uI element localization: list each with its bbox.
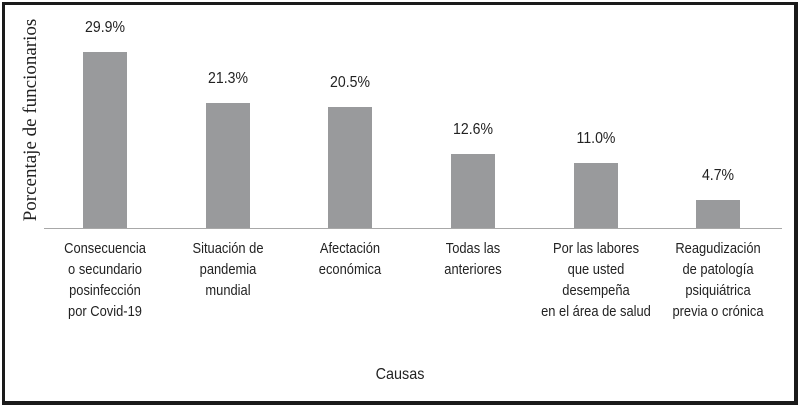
- category-label: Por las labores que usted desempeña en e…: [541, 240, 651, 320]
- category-label: Situación de pandemia mundial: [192, 240, 264, 299]
- category-label: Reagudización de patología psiquiátrica …: [672, 240, 764, 320]
- y-axis-label: Porcentaje de funcionarios: [16, 0, 46, 240]
- bar-value-label: 20.5%: [330, 74, 370, 91]
- bar-value-label: 4.7%: [701, 167, 735, 184]
- bar-value-label: 12.6%: [453, 121, 493, 138]
- y-axis-label-text: Porcentaje de funcionarios: [20, 18, 41, 222]
- bar: [451, 154, 495, 228]
- bar: [696, 200, 740, 228]
- bar-value-label: 29.9%: [85, 19, 125, 36]
- category-label: Afectación económica: [318, 240, 382, 278]
- category-label: Todas las anteriores: [444, 240, 502, 278]
- x-axis-label: Causas: [375, 366, 425, 383]
- bar-value-label: 21.3%: [208, 70, 248, 87]
- bar: [574, 163, 618, 228]
- bar: [206, 103, 250, 228]
- x-axis-line: [44, 228, 782, 229]
- bar-value-label: 11.0%: [576, 130, 616, 147]
- bar: [83, 52, 127, 228]
- bar: [328, 107, 372, 228]
- category-label: Consecuencia o secundario posinfección p…: [64, 240, 146, 320]
